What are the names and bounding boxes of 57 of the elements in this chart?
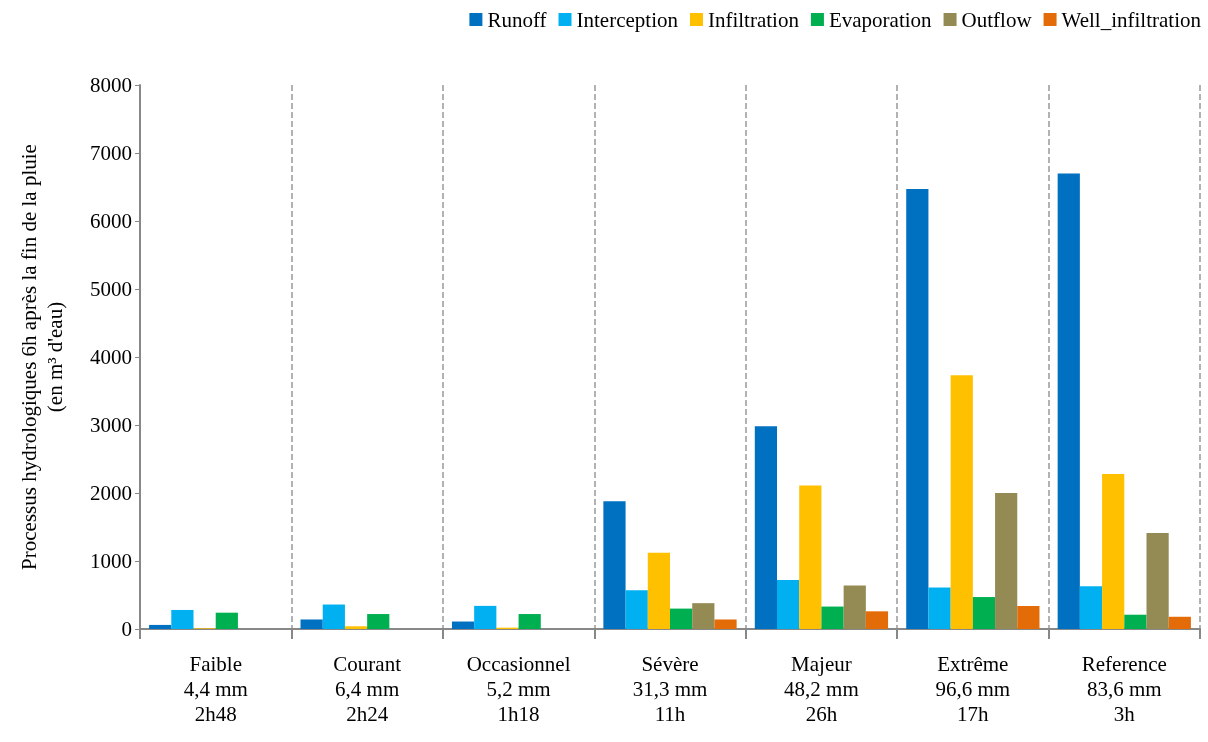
bar <box>799 485 822 629</box>
x-tick-label: Occasionnel 5,2 mm 1h18 <box>466 651 571 726</box>
x-tick-label: Majeur 48,2 mm 26h <box>784 651 859 726</box>
legend-label: Evaporation <box>828 7 933 32</box>
bar <box>300 619 323 629</box>
x-tick-label: Faible 4,4 mm 2h48 <box>183 651 248 726</box>
y-tick-label: 3000 <box>90 413 132 437</box>
bar <box>670 608 693 629</box>
legend-label: Runoff <box>487 7 547 32</box>
bar <box>972 597 996 629</box>
bar <box>995 493 1018 629</box>
bar <box>1124 614 1147 629</box>
bar <box>714 619 737 629</box>
bar <box>603 501 626 629</box>
bar <box>344 626 368 629</box>
bar <box>692 603 715 629</box>
y-tick-label: 7000 <box>90 141 132 165</box>
bar <box>367 614 390 629</box>
bar <box>625 590 648 629</box>
bar <box>1079 586 1103 629</box>
bar <box>474 605 497 629</box>
bar <box>865 611 889 629</box>
bar <box>1057 173 1080 629</box>
bar <box>451 621 475 629</box>
bar <box>821 606 844 629</box>
bar <box>215 612 238 629</box>
bar <box>777 580 800 629</box>
legend-label: Outflow <box>961 7 1033 32</box>
bar <box>1168 616 1191 629</box>
bar <box>149 624 172 629</box>
bar <box>928 587 951 629</box>
bar <box>843 585 866 629</box>
bar <box>322 604 345 629</box>
bar <box>906 189 929 629</box>
y-tick-label: 0 <box>121 617 132 641</box>
legend-label: Well_infiltration <box>1061 7 1202 32</box>
y-tick-label: 8000 <box>90 73 132 97</box>
y-tick-label: 4000 <box>90 345 132 369</box>
bar <box>754 426 778 629</box>
legend-label: Interception <box>576 7 679 32</box>
x-tick-label: Reference 83,6 mm 3h <box>1081 651 1167 726</box>
y-tick-label: 1000 <box>90 549 132 573</box>
y-axis-title: Processus hydrologiques 6h après la fin de la pluie (en m³ d'eau) <box>17 144 67 570</box>
x-tick-label: Extrême 96,6 mm 17h <box>935 651 1011 726</box>
x-tick-label: Courant 6,4 mm 2h24 <box>333 651 402 726</box>
bar <box>647 552 670 629</box>
y-tick-label: 5000 <box>90 277 132 301</box>
y-tick-label: 2000 <box>90 481 132 505</box>
bar <box>1102 473 1125 629</box>
x-tick-label: Sévère 31,3 mm 11h <box>632 651 708 726</box>
bar <box>1017 605 1040 629</box>
bar <box>171 609 194 629</box>
bar <box>518 614 541 629</box>
y-tick-label: 6000 <box>90 209 132 233</box>
legend-label: Infiltration <box>707 7 800 32</box>
bar <box>1146 533 1169 629</box>
bar <box>950 375 973 629</box>
